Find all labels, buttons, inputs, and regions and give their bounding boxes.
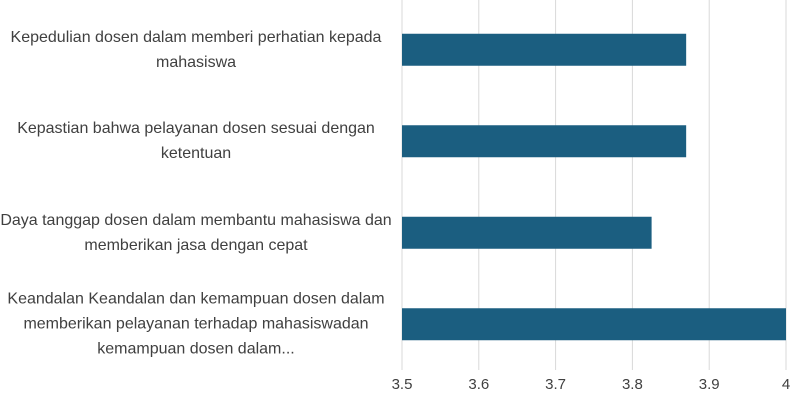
y-tick-label: Daya tanggap dosen dalam membantu mahasi…	[0, 211, 392, 254]
y-tick-label: Kepedulian dosen dalam memberi perhatian…	[10, 28, 382, 71]
x-tick-label: 4	[782, 376, 790, 393]
x-tick-label: 3.6	[468, 376, 489, 393]
y-tick-label: Keandalan Keandalan dan kemampuan dosen …	[7, 290, 385, 358]
bar	[402, 216, 652, 249]
x-tick-label: 3.9	[699, 376, 720, 393]
bar	[402, 308, 786, 341]
bar	[402, 33, 687, 66]
x-tick-label: 3.7	[545, 376, 566, 393]
y-tick-label: Kepastian bahwa pelayanan dosen sesuai d…	[17, 120, 375, 163]
x-tick-label: 3.8	[622, 376, 643, 393]
bar	[402, 125, 687, 158]
x-tick-label: 3.5	[392, 376, 413, 393]
